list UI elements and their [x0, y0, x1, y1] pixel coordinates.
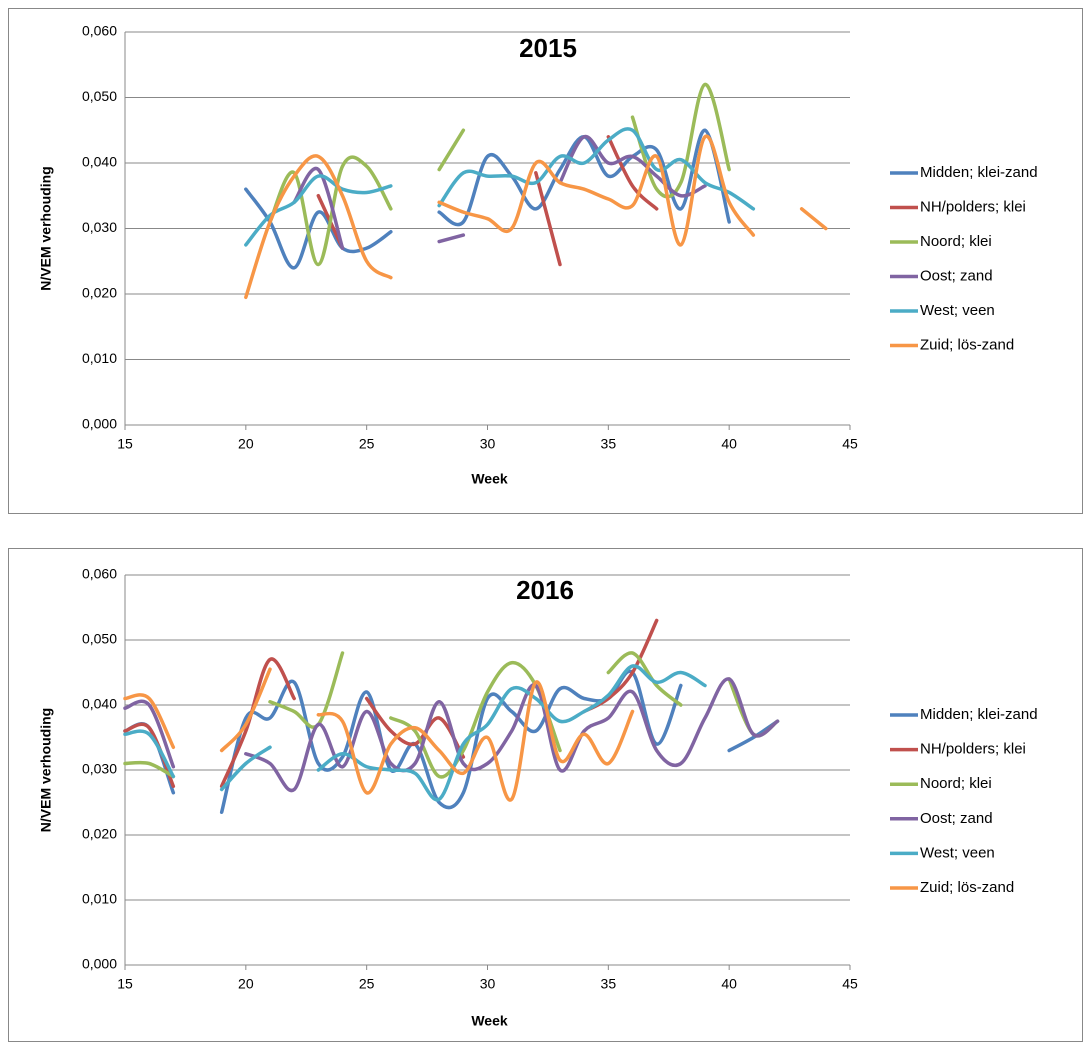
legend-label: West; veen [920, 302, 995, 319]
series-line [558, 135, 707, 198]
y-tick-label: 0,050 [82, 88, 117, 104]
x-tick-label: 35 [601, 436, 617, 452]
x-tick-label: 15 [117, 976, 133, 992]
series-line [437, 128, 731, 227]
series-line [606, 651, 683, 707]
series-line [292, 166, 345, 250]
y-axis-title: N/VEM verhouding [38, 166, 54, 290]
legend-label: Noord; klei [920, 233, 992, 250]
series-line [268, 155, 393, 267]
series-line [630, 82, 731, 199]
series-line [123, 693, 176, 749]
legend-label: Oost; zand [920, 810, 993, 827]
legend-label: Zuid; lös-zand [920, 336, 1014, 353]
y-tick-label: 0,010 [82, 891, 117, 907]
x-tick-label: 15 [117, 436, 133, 452]
series-line [219, 667, 272, 753]
y-tick-label: 0,050 [82, 631, 117, 647]
chart-title: 2016 [516, 575, 574, 605]
x-tick-label: 25 [359, 436, 375, 452]
legend-label: Oost; zand [920, 267, 993, 284]
y-tick-label: 0,040 [82, 696, 117, 712]
series-line [316, 680, 635, 802]
series-line [244, 174, 393, 247]
y-axis-title: N/VEM verhouding [38, 708, 54, 832]
series-line [437, 233, 466, 244]
y-tick-label: 0,000 [82, 956, 117, 972]
series-line [244, 154, 393, 300]
legend-label: NH/polders; klei [920, 741, 1026, 758]
legend-label: Zuid; lös-zand [920, 879, 1014, 896]
series-line [799, 207, 828, 231]
x-tick-label: 40 [721, 436, 737, 452]
y-tick-label: 0,030 [82, 219, 117, 235]
x-tick-label: 25 [359, 976, 375, 992]
x-tick-label: 35 [601, 976, 617, 992]
series-line [534, 171, 562, 267]
legend-label: Midden; klei-zand [920, 164, 1038, 181]
series-line [244, 677, 780, 793]
y-tick-label: 0,000 [82, 416, 117, 432]
series-line [123, 699, 176, 769]
series-line [437, 134, 756, 247]
x-tick-label: 20 [238, 436, 254, 452]
y-tick-label: 0,040 [82, 154, 117, 170]
y-tick-label: 0,060 [82, 566, 117, 582]
y-tick-label: 0,030 [82, 761, 117, 777]
x-tick-label: 20 [238, 976, 254, 992]
series-line [123, 760, 176, 779]
series-line [268, 651, 345, 729]
legend-label: Midden; klei-zand [920, 706, 1038, 723]
x-tick-label: 30 [480, 976, 496, 992]
chart-title: 2015 [519, 33, 577, 63]
series-line [606, 135, 659, 211]
x-tick-label: 40 [721, 976, 737, 992]
series-line [364, 696, 466, 759]
y-tick-label: 0,010 [82, 350, 117, 366]
series-line [316, 664, 707, 802]
series-line [219, 657, 296, 788]
series-line [123, 729, 176, 779]
series-line [219, 745, 272, 792]
legend-label: Noord; klei [920, 775, 992, 792]
y-tick-label: 0,060 [82, 23, 117, 39]
legend-label: NH/polders; klei [920, 198, 1026, 215]
chart-frame [8, 548, 1083, 1042]
x-tick-label: 45 [842, 436, 858, 452]
y-tick-label: 0,020 [82, 826, 117, 842]
x-axis-title: Week [471, 1013, 508, 1029]
series-line [437, 128, 466, 172]
x-axis-title: Week [471, 471, 508, 487]
x-tick-label: 45 [842, 976, 858, 992]
legend-label: West; veen [920, 844, 995, 861]
chart-frame [8, 8, 1083, 514]
x-tick-label: 30 [480, 436, 496, 452]
y-tick-label: 0,020 [82, 285, 117, 301]
series-line [437, 127, 756, 211]
